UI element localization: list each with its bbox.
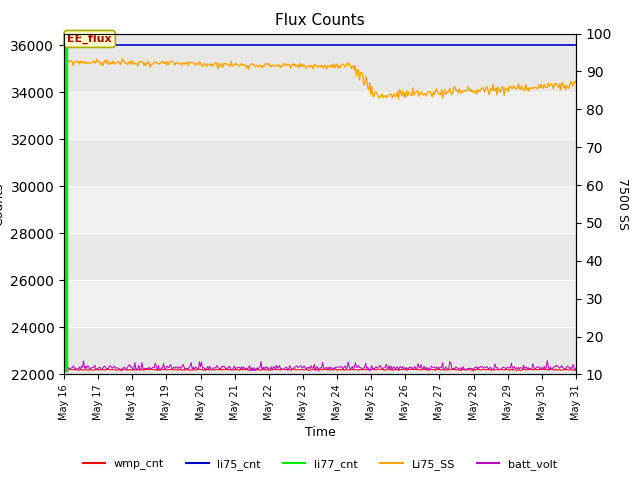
- Bar: [64, 92, 576, 139]
- Legend: wmp_cnt, li75_cnt, li77_cnt, Li75_SS, batt_volt: wmp_cnt, li75_cnt, li77_cnt, Li75_SS, ba…: [78, 455, 562, 474]
- Bar: [64, 139, 576, 186]
- Y-axis label: 7500 SS: 7500 SS: [616, 178, 628, 230]
- Y-axis label: Counts: Counts: [0, 182, 5, 226]
- Bar: [64, 280, 576, 327]
- Bar: [64, 327, 576, 374]
- Bar: [64, 186, 576, 233]
- X-axis label: Time: Time: [305, 426, 335, 439]
- Bar: [64, 233, 576, 280]
- Bar: [64, 45, 576, 92]
- Text: EE_flux: EE_flux: [67, 34, 112, 44]
- Title: Flux Counts: Flux Counts: [275, 13, 365, 28]
